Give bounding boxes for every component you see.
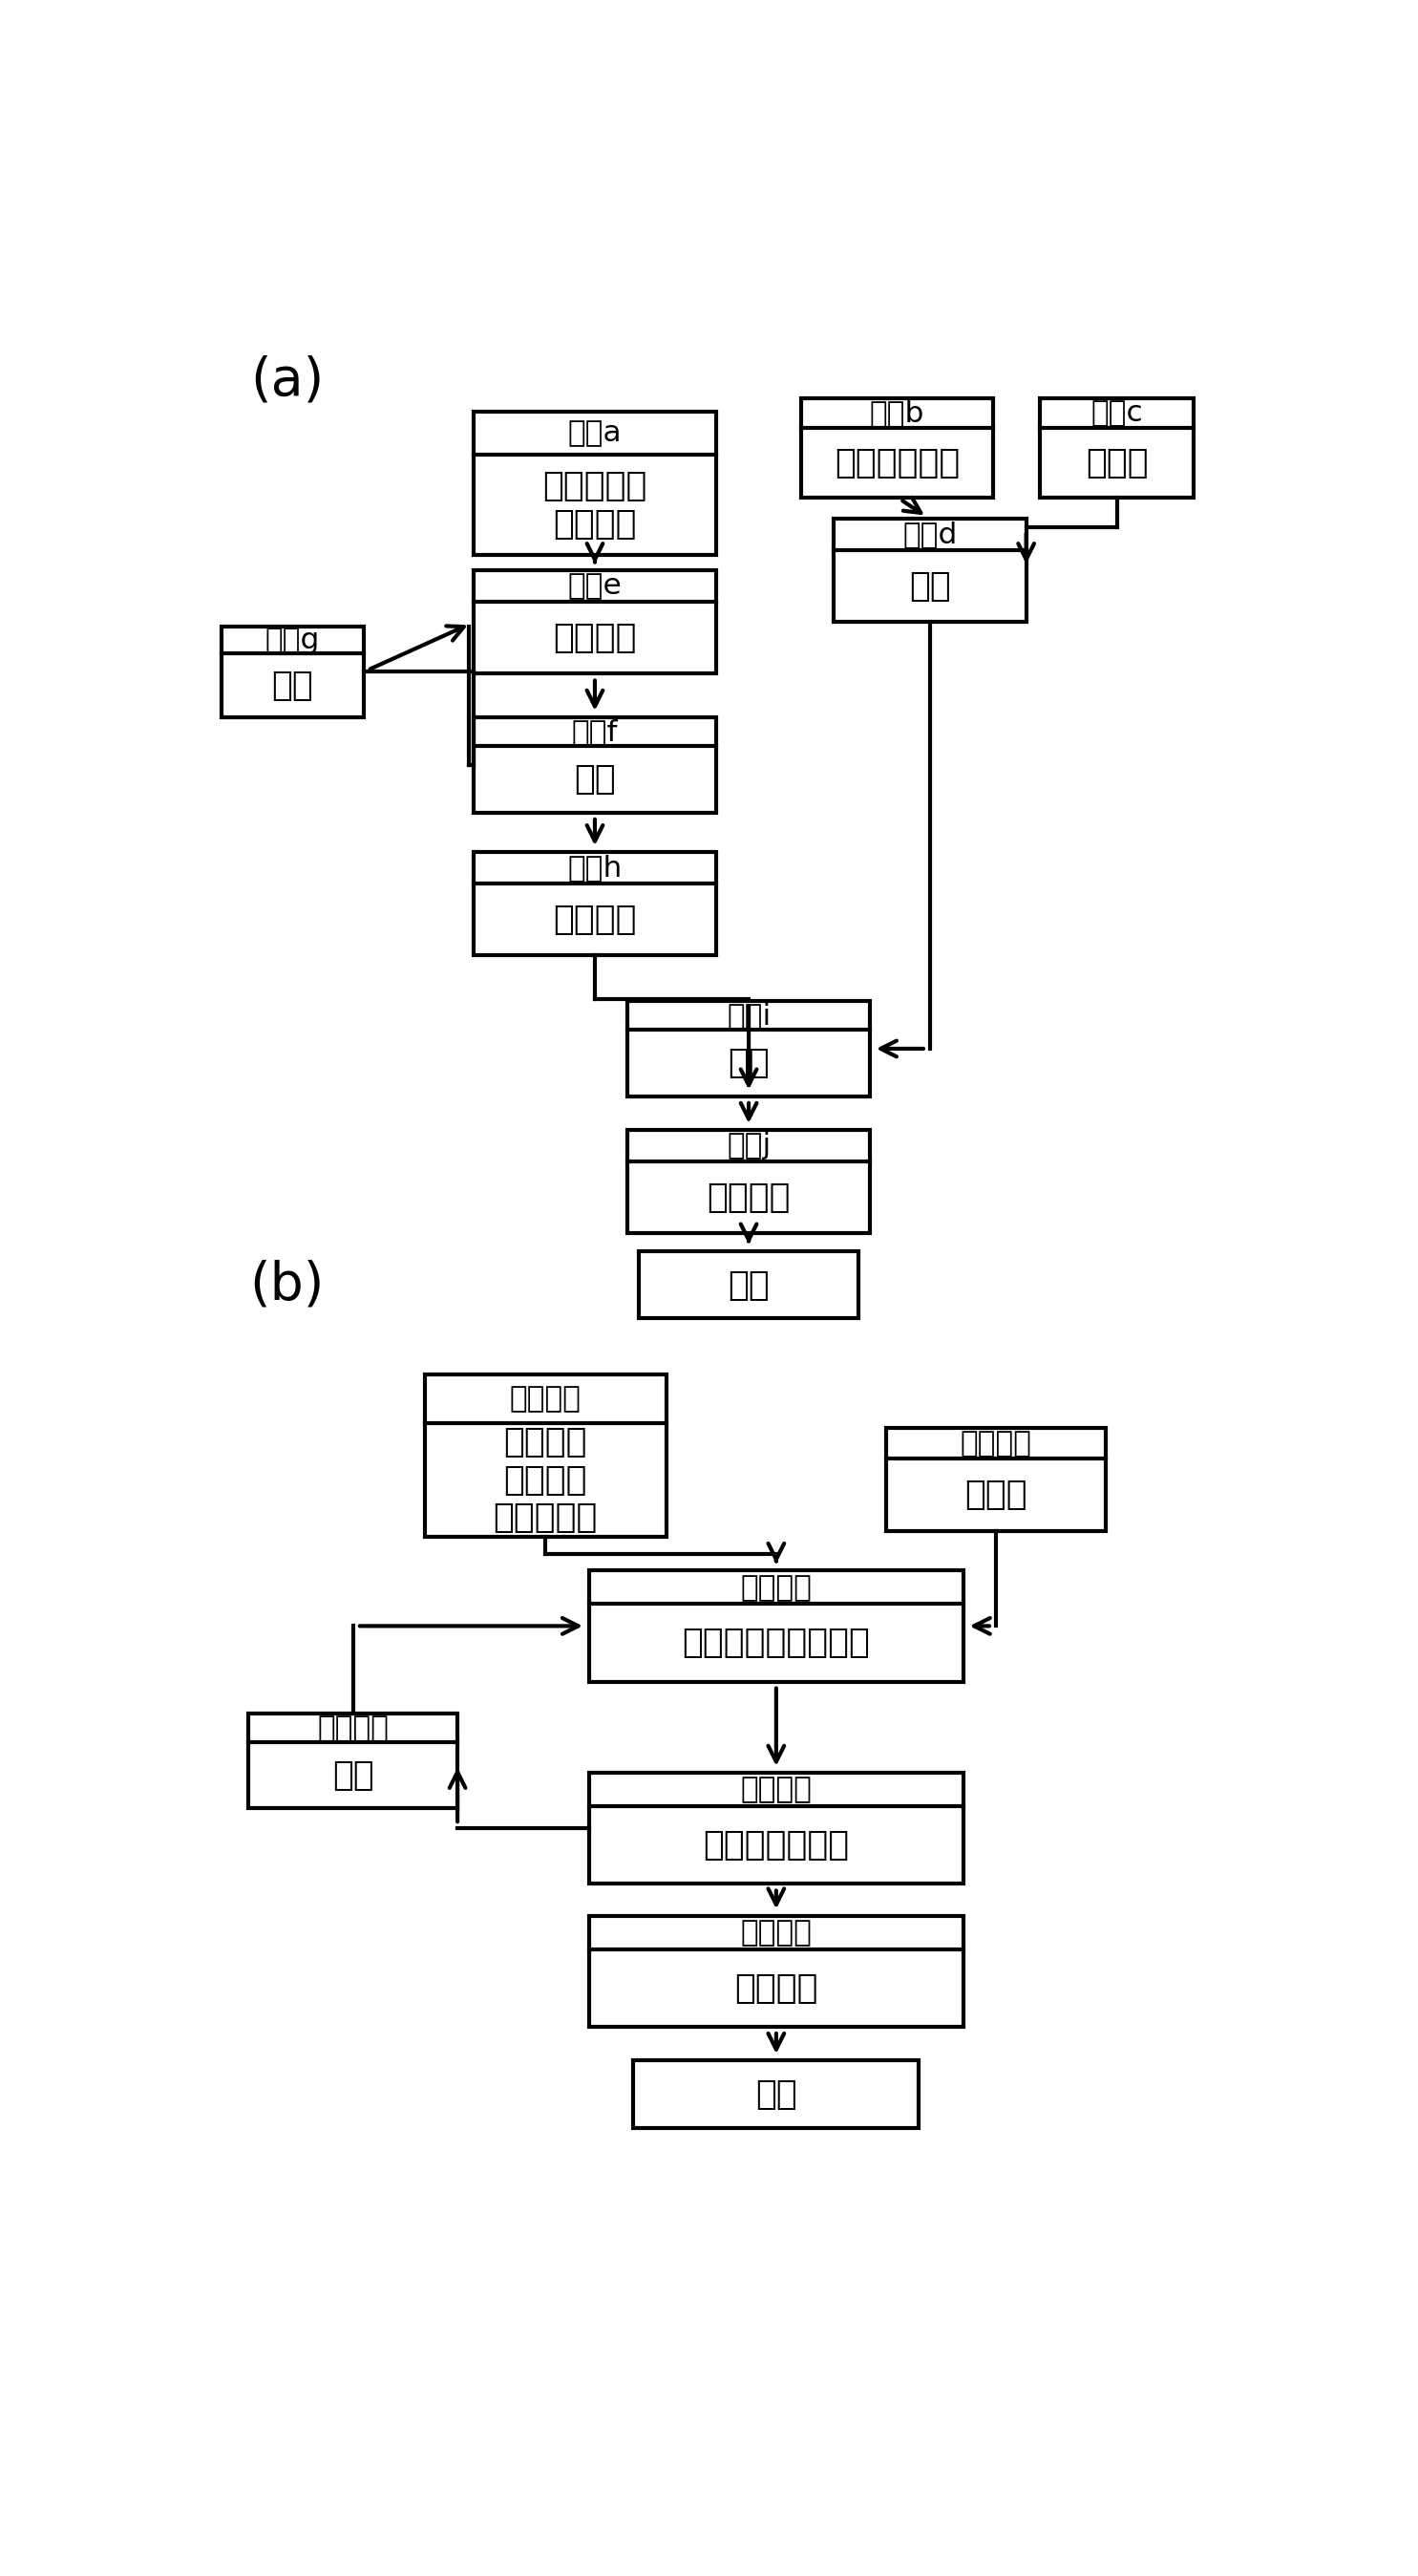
Text: 表面处理: 表面处理 xyxy=(553,904,637,935)
Text: 平衡调整: 平衡调整 xyxy=(735,1971,818,2004)
Text: 焊接: 焊接 xyxy=(574,762,615,796)
Text: 工序e: 工序e xyxy=(567,572,623,600)
Text: 完成: 完成 xyxy=(727,1270,770,1301)
Text: 工序i: 工序i xyxy=(726,1002,771,1030)
Text: 工序f: 工序f xyxy=(571,719,618,747)
Text: 工序b: 工序b xyxy=(869,399,925,428)
Bar xyxy=(424,1373,666,1538)
Bar xyxy=(640,1252,859,1319)
Text: 工序d: 工序d xyxy=(903,520,957,549)
Text: 第五工序: 第五工序 xyxy=(318,1713,389,1741)
Text: (b): (b) xyxy=(250,1260,325,1311)
Text: 焊接: 焊接 xyxy=(727,1046,770,1079)
Text: 平衡调整: 平衡调整 xyxy=(708,1182,790,1213)
Bar xyxy=(474,412,716,554)
Text: 双风扇或
多翼式风
扇射出成型: 双风扇或 多翼式风 扇射出成型 xyxy=(493,1427,597,1533)
Bar xyxy=(628,1131,869,1234)
Text: 使连通轴贯通双风扇: 使连通轴贯通双风扇 xyxy=(682,1625,871,1659)
Bar xyxy=(628,1002,869,1097)
Text: 工序g: 工序g xyxy=(265,626,320,654)
Text: 工序c: 工序c xyxy=(1090,399,1143,428)
Bar xyxy=(590,1917,963,2027)
Bar xyxy=(886,1427,1106,1530)
Text: 工序h: 工序h xyxy=(567,855,623,881)
Bar xyxy=(474,719,716,814)
Bar xyxy=(248,1713,458,1808)
Text: 通过卡止件固定: 通过卡止件固定 xyxy=(703,1829,849,1862)
Text: 工序j: 工序j xyxy=(726,1131,771,1159)
Text: 第一工序: 第一工序 xyxy=(509,1386,581,1412)
Text: 侧部射出成型: 侧部射出成型 xyxy=(834,446,960,479)
Bar xyxy=(1039,399,1194,497)
Bar xyxy=(474,572,716,675)
Text: 第二工序: 第二工序 xyxy=(960,1430,1032,1458)
Text: 完成: 完成 xyxy=(756,2079,797,2110)
Text: 表面处理: 表面处理 xyxy=(553,621,637,654)
Text: 反复: 反复 xyxy=(272,670,313,703)
Text: 反复: 反复 xyxy=(332,1759,374,1790)
Text: 第六工序: 第六工序 xyxy=(740,1919,813,1947)
Bar xyxy=(801,399,993,497)
Bar xyxy=(634,2061,919,2128)
Text: 轴加工: 轴加工 xyxy=(964,1479,1027,1512)
Text: 轴加工: 轴加工 xyxy=(1086,446,1149,479)
Text: 组装: 组装 xyxy=(909,569,951,603)
Bar xyxy=(590,1772,963,1883)
Bar xyxy=(590,1571,963,1682)
Bar xyxy=(474,853,716,956)
Text: 第三工序: 第三工序 xyxy=(740,1574,813,1602)
Bar xyxy=(834,520,1027,623)
Text: 工序a: 工序a xyxy=(567,420,623,448)
Text: 多翼式叶轮
射出成型: 多翼式叶轮 射出成型 xyxy=(543,469,647,541)
Bar xyxy=(221,626,364,719)
Text: 第四工序: 第四工序 xyxy=(740,1775,813,1803)
Text: (a): (a) xyxy=(250,355,325,407)
